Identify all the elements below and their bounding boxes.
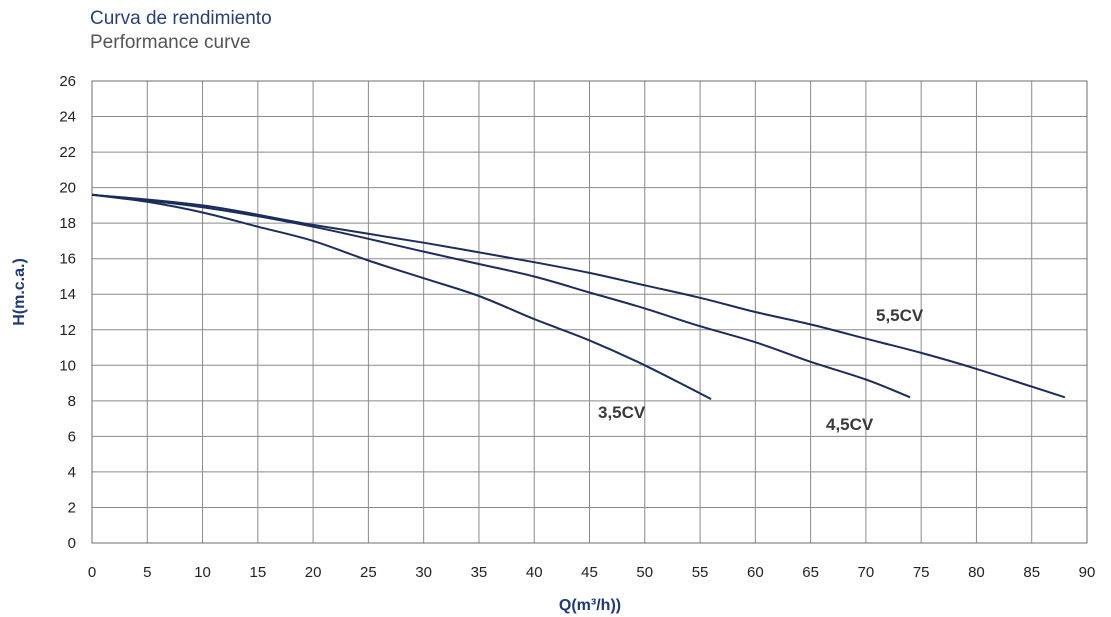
y-tick-label: 22 xyxy=(59,144,76,161)
x-tick-label: 35 xyxy=(471,564,488,581)
y-tick-label: 2 xyxy=(68,499,76,516)
chart-title: Curva de rendimiento xyxy=(90,8,272,29)
x-axis-label: Q(m³/h)) xyxy=(559,597,621,614)
x-tick-label: 10 xyxy=(194,564,211,581)
y-tick-label: 10 xyxy=(59,357,76,374)
y-tick-label: 26 xyxy=(59,73,76,90)
grid-lines xyxy=(91,80,1088,544)
series-label-3-5cv: 3,5CV xyxy=(598,403,646,422)
series-labels: 3,5CV 4,5CV 5,5CV xyxy=(598,306,924,434)
x-tick-label: 65 xyxy=(802,564,819,581)
y-axis-label: H(m.c.a.) xyxy=(11,258,28,326)
y-tick-label: 12 xyxy=(59,322,76,339)
series-line-0 xyxy=(91,193,712,400)
x-tick-label: 0 xyxy=(88,564,96,581)
y-tick-label: 0 xyxy=(68,535,76,552)
series-curves xyxy=(91,193,1066,400)
x-tick-label: 80 xyxy=(968,564,985,581)
x-tick-label: 90 xyxy=(1079,564,1096,581)
x-tick-label: 60 xyxy=(747,564,764,581)
series-line-2 xyxy=(91,193,1066,399)
x-tick-label: 55 xyxy=(692,564,709,581)
x-tick-label: 85 xyxy=(1023,564,1040,581)
x-tick-label: 40 xyxy=(526,564,543,581)
x-tick-label: 45 xyxy=(581,564,598,581)
x-tick-label: 20 xyxy=(305,564,322,581)
series-line-1 xyxy=(91,193,911,399)
y-tick-label: 20 xyxy=(59,180,76,197)
x-tick-label: 5 xyxy=(143,564,151,581)
x-tick-label: 75 xyxy=(913,564,930,581)
x-tick-label: 30 xyxy=(415,564,432,581)
x-tick-label: 15 xyxy=(249,564,266,581)
y-tick-label: 24 xyxy=(59,109,76,126)
y-tick-label: 8 xyxy=(68,393,76,410)
y-tick-label: 18 xyxy=(59,215,76,232)
x-tick-label: 50 xyxy=(636,564,653,581)
x-tick-label: 70 xyxy=(858,564,875,581)
y-tick-label: 6 xyxy=(68,428,76,445)
plot-frame xyxy=(91,80,1088,544)
series-label-5-5cv: 5,5CV xyxy=(876,306,924,325)
x-tick-label: 25 xyxy=(360,564,377,581)
series-label-4-5cv: 4,5CV xyxy=(826,415,874,434)
x-tick-labels: 0 5 10 15 20 25 30 35 40 45 50 55 60 65 70 75 80 85 90 xyxy=(88,564,1096,581)
y-tick-label: 16 xyxy=(59,251,76,268)
chart-subtitle: Performance curve xyxy=(90,32,251,53)
y-tick-label: 4 xyxy=(68,464,76,481)
y-tick-label: 14 xyxy=(59,286,76,303)
